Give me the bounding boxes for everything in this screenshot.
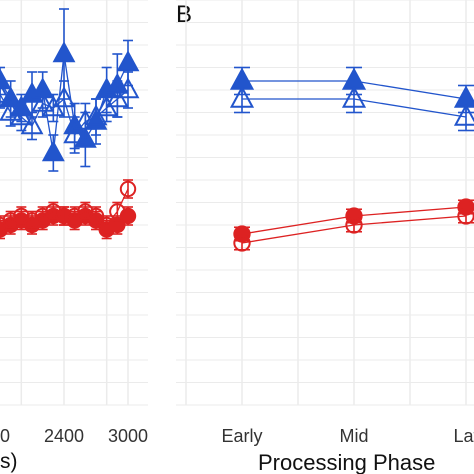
data-point-triangle <box>52 86 76 108</box>
data-point-triangle <box>0 81 12 103</box>
data-point-circle <box>98 216 115 234</box>
data-point-triangle <box>9 104 33 126</box>
data-point-circle <box>55 207 73 225</box>
data-point-triangle <box>20 113 44 135</box>
data-point-triangle <box>41 140 65 162</box>
panel-b-x-tick-label: Mid <box>339 426 368 446</box>
data-point-triangle <box>341 85 367 108</box>
panel-b-marks <box>229 66 474 252</box>
data-point-circle <box>109 203 126 220</box>
panel-b-x-axis-label: Processing Phase <box>258 450 435 474</box>
panel-b-x-tick-label: Lat <box>453 426 474 446</box>
data-point-triangle <box>73 108 97 130</box>
data-point-triangle <box>453 103 474 126</box>
data-point-triangle <box>0 68 12 90</box>
data-point-circle <box>13 207 30 225</box>
panel-a-x-axis-label: s) <box>0 450 18 473</box>
data-point-triangle <box>229 85 255 108</box>
panel-b-x-ticks: Early Mid Lat <box>221 426 474 446</box>
panel-b-x-tick-label: Early <box>221 426 262 446</box>
data-point-circle <box>233 234 251 252</box>
panel-b-grid <box>176 0 474 406</box>
data-point-triangle <box>116 77 140 99</box>
panel-a-x-tick-label: 00 <box>0 426 10 446</box>
data-point-circle <box>0 216 9 234</box>
data-point-triangle <box>0 99 23 121</box>
panel-a-x-tick-label: 3000 <box>108 426 148 446</box>
panel-b: B Early Mid Lat Processing Phase <box>176 0 474 474</box>
data-point-circle <box>345 216 363 234</box>
panel-a-x-ticks: 00 2400 3000 <box>0 426 148 446</box>
panel-a-marks <box>0 8 140 240</box>
data-point-circle <box>119 180 137 198</box>
data-point-circle <box>77 203 94 220</box>
data-point-triangle <box>52 41 76 63</box>
panel-b-label: B <box>176 1 192 28</box>
panel-a: 00 2400 3000 s) <box>0 0 148 473</box>
data-point-triangle <box>116 50 140 72</box>
data-point-circle <box>34 207 51 225</box>
data-point-circle <box>45 203 62 220</box>
data-point-circle <box>66 207 83 225</box>
data-point-circle <box>2 212 19 229</box>
data-point-triangle <box>63 122 87 144</box>
data-point-circle <box>23 212 41 229</box>
data-point-triangle <box>31 90 55 112</box>
panel-a-x-tick-label: 2400 <box>44 426 84 446</box>
